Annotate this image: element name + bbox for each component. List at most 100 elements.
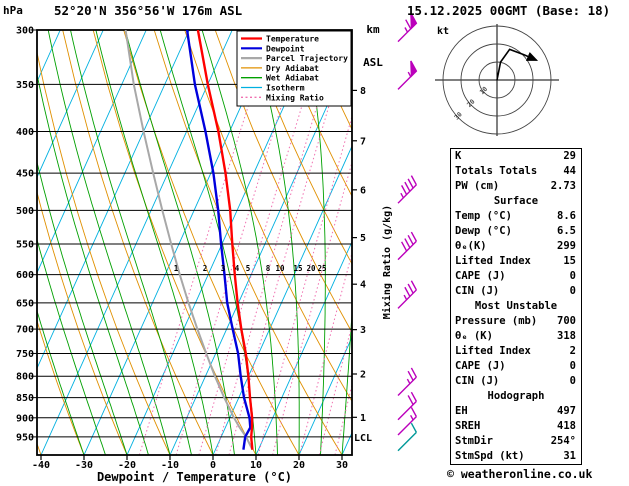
svg-text:350: 350 [16,80,34,91]
svg-text:450: 450 [16,169,34,180]
wind-barb [397,231,417,261]
table-row: Dewp (°C) 6.5 [451,224,581,239]
lcl-label: LCL [354,433,372,444]
table-row: StmSpd (kt) 31 [451,449,581,464]
stat-value: 44 [563,165,576,177]
stat-label: CIN (J) [455,375,500,387]
svg-text:8: 8 [266,264,271,273]
table-row: CAPE (J) 0 [451,269,581,284]
svg-text:30: 30 [336,460,348,471]
svg-text:700: 700 [16,325,34,336]
stat-value: 0 [569,270,576,282]
svg-text:400: 400 [16,127,34,138]
stat-value: 8.6 [557,210,576,222]
svg-text:650: 650 [16,298,34,309]
stat-value: 497 [557,405,576,417]
wind-barb-column [397,12,418,452]
stat-value: 318 [557,330,576,342]
svg-text:800: 800 [16,372,34,383]
svg-text:750: 750 [16,349,34,360]
datetime-title: 15.12.2025 00GMT (Base: 18) [407,3,611,18]
stat-value: 254° [550,435,576,447]
wet-adiabat-lines [37,30,352,455]
altitude-axis-labels: 8 7 6 5 4 3 2 1 [352,86,366,424]
svg-text:6: 6 [360,185,366,196]
table-row: Temp (°C) 8.6 [451,209,581,224]
stat-label: CAPE (J) [455,270,506,282]
stat-label: Lifted Index [455,345,531,357]
table-row: EH 497 [451,404,581,419]
stat-label: PW (cm) [455,180,500,192]
table-row: K 29 [451,149,581,164]
mixing-ratio-lines [138,30,352,455]
table-row: CIN (J) 0 [451,284,581,299]
svg-text:300: 300 [16,26,34,37]
legend-label-mixing_ratio: Mixing Ratio [266,92,324,102]
svg-text:-30: -30 [75,460,93,471]
svg-text:4: 4 [360,280,366,291]
stat-label: K [455,150,462,162]
svg-text:850: 850 [16,393,34,404]
temperature-axis-labels: -40 -30 -20 -10 0 10 20 30 [32,455,348,471]
x-axis-title: Dewpoint / Temperature (°C) [96,470,293,484]
svg-text:1: 1 [360,413,366,424]
legend-label-temperature: Temperature [266,35,319,44]
wind-barb [397,422,417,452]
svg-text:7: 7 [360,136,366,147]
stat-label: SREH [455,420,481,432]
pressure-unit-label: hPa [3,4,23,17]
svg-text:8: 8 [360,86,366,97]
stat-value: 31 [563,450,576,462]
stat-label: θₑ (K) [455,330,493,342]
table-row: Pressure (mb) 700 [451,314,581,329]
svg-text:500: 500 [16,206,34,217]
pressure-axis-labels: 300 350 400 450 500 550 600 650 700 750 800 850 900 9… [16,26,34,444]
station-title: 52°20'N 356°56'W 176m ASL [54,3,243,18]
stat-label: θₑ(K) [455,240,487,252]
stat-label: Lifted Index [455,255,531,267]
mixing-ratio-axis-title: Mixing Ratio (g/kg) [381,205,393,319]
svg-text:3: 3 [221,264,226,273]
hodograph-unit-label: kt [437,26,449,37]
wind-barb [397,391,417,421]
stat-label: CIN (J) [455,285,500,297]
wind-barb [397,60,418,90]
hodograph-ring-label: 30 [453,110,464,121]
legend-label-dry_adiabat: Dry Adiabat [266,63,319,73]
legend-label-wet_adiabat: Wet Adiabat [266,73,319,83]
stat-label: CAPE (J) [455,360,506,372]
stat-value: 6.5 [557,225,576,237]
parcel-trajectory-line [124,30,254,451]
altitude-axis-unit: km ASL [355,2,391,90]
stat-value: 0 [569,285,576,297]
svg-text:20: 20 [306,264,316,273]
svg-text:600: 600 [16,270,34,281]
table-row: Lifted Index 2 [451,344,581,359]
svg-text:550: 550 [16,239,34,250]
svg-text:4: 4 [235,264,240,273]
legend-label-dewpoint: Dewpoint [266,43,305,53]
stat-value: 0 [569,360,576,372]
wind-barb [397,280,417,309]
table-row: SREH 418 [451,419,581,434]
table-section-title: Hodograph [487,390,545,402]
stat-value: 299 [557,240,576,252]
table-section-title: Surface [493,195,539,207]
copyright-footer: © weatheronline.co.uk [447,467,593,481]
svg-text:950: 950 [16,432,34,443]
altitude-unit-km: km [366,23,380,36]
svg-text:2: 2 [203,264,208,273]
svg-text:3: 3 [360,325,366,336]
stat-label: Totals Totals [455,165,538,177]
stat-value: 418 [557,420,576,432]
wind-barb [397,367,417,397]
stat-value: 2.73 [550,180,576,192]
altitude-unit-asl: ASL [363,56,383,69]
svg-text:10: 10 [250,460,262,471]
hodograph-trace [496,48,539,81]
hodograph-ring-label: 20 [465,98,476,109]
